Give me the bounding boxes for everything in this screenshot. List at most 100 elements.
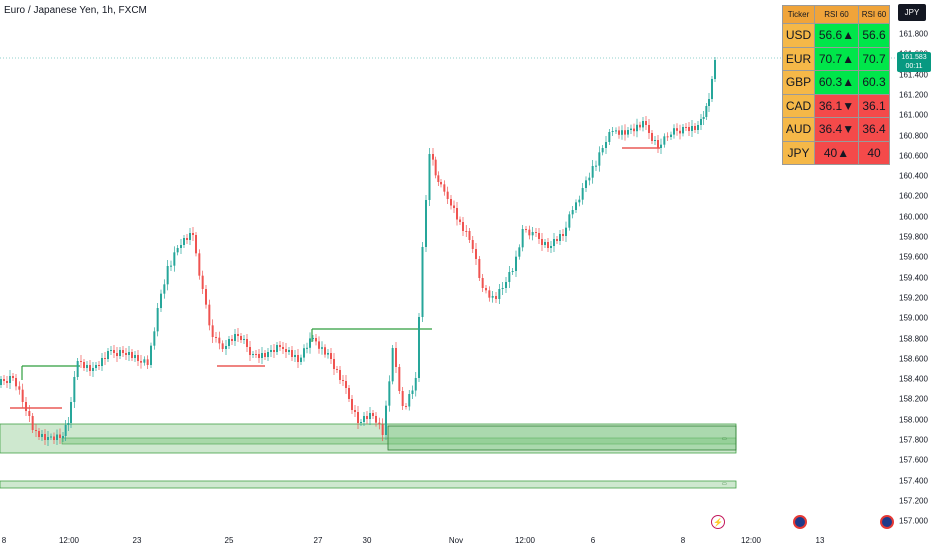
candle [208,304,211,326]
candle [488,290,491,298]
candle [588,177,591,181]
rsi-value-cell: 36.4 [858,117,890,142]
candle [702,117,705,119]
candle [201,275,204,289]
countdown: 00:11 [905,63,923,70]
time-tick: Nov [448,536,464,545]
candle [53,436,55,440]
candle [166,266,169,285]
candle [535,232,537,233]
candle [9,376,11,383]
globe-icon[interactable] [793,515,807,529]
candle [183,238,185,245]
candle [708,99,710,106]
candle [363,416,365,422]
candle [440,182,442,185]
candle [255,354,257,355]
candle [521,229,524,248]
candle [525,229,527,230]
candle [618,130,620,135]
price-chart[interactable] [0,0,895,530]
candle [131,352,133,358]
rsi-value-cell: 56.6 [858,23,890,48]
candle [434,159,437,176]
candle [495,296,497,299]
candle [654,140,656,141]
candle [714,60,716,79]
symbol-title[interactable]: Euro / Japanese Yen, 1h, FXCM [4,5,147,16]
candle [15,378,17,387]
ticker-cell: GBP [782,70,815,95]
table-row: USD 56.6▲ 56.6 [782,23,890,48]
candle [342,380,344,381]
time-tick: 13 [815,536,825,545]
candle [694,126,696,130]
table-row: GBP 60.3▲ 60.3 [782,70,890,95]
time-axis[interactable]: 8 12:00 23 25 27 30 Nov 12:00 6 8 12:00 13 [0,530,895,550]
candle [657,140,659,148]
price-tick: 159.200 [899,293,928,303]
table-row: EUR 70.7▲ 70.7 [782,46,890,71]
candle [231,339,233,341]
candle [511,271,514,272]
price-tick: 158.600 [899,354,928,364]
candle [553,239,555,246]
candle [568,214,571,228]
candle [56,434,58,440]
rsi-cell: 36.4▼ [814,117,859,142]
candle [541,239,543,245]
candle [531,232,534,236]
candle [601,148,604,153]
time-tick: 30 [362,536,372,545]
candle [261,353,263,358]
candle [575,202,577,210]
price-axis[interactable]: 161.800161.600161.400161.200161.000160.8… [895,0,932,530]
candle [211,325,214,337]
candle [62,436,64,438]
candle [312,338,314,339]
candle [122,350,124,353]
candle [711,79,713,99]
candle [450,199,452,206]
rsi-table-header: Ticker RSI 60 RSI 60 [782,5,890,24]
zone-label: ▭ [722,436,727,442]
candle [176,248,179,253]
candle [83,362,85,368]
time-tick: 23 [132,536,142,545]
candle [443,184,446,192]
price-tick: 157.000 [899,516,928,526]
candle [645,121,647,125]
candle [432,154,434,160]
candle [294,355,296,357]
candle [249,347,251,355]
candle [682,127,684,134]
demand-zone-lower[interactable] [0,480,737,489]
price-tick: 157.400 [899,476,928,486]
candle [41,434,43,437]
candle [381,424,384,435]
candle [28,411,31,416]
time-tick: 12:00 [740,536,762,545]
price-tick: 161.800 [899,29,928,39]
globe-icon[interactable] [880,515,894,529]
demand-zone-right[interactable] [387,425,737,451]
candle [621,130,623,135]
candle [666,136,669,138]
currency-badge[interactable]: JPY [898,4,926,21]
flash-icon[interactable]: ⚡ [711,515,725,529]
price-tick: 158.200 [899,394,928,404]
price-tick: 160.800 [899,131,928,140]
candle [80,361,82,362]
rsi-cell: 60.3▲ [814,70,859,95]
table-row: JPY 40▲ 40 [782,140,890,165]
price-tick: 160.600 [899,151,928,161]
candle [25,402,27,411]
candle [282,347,284,349]
candle [679,130,681,134]
candle [388,381,391,406]
candle [89,365,91,371]
last-price-value: 161.583 [901,54,927,61]
candle [6,381,8,383]
candle [562,234,564,236]
